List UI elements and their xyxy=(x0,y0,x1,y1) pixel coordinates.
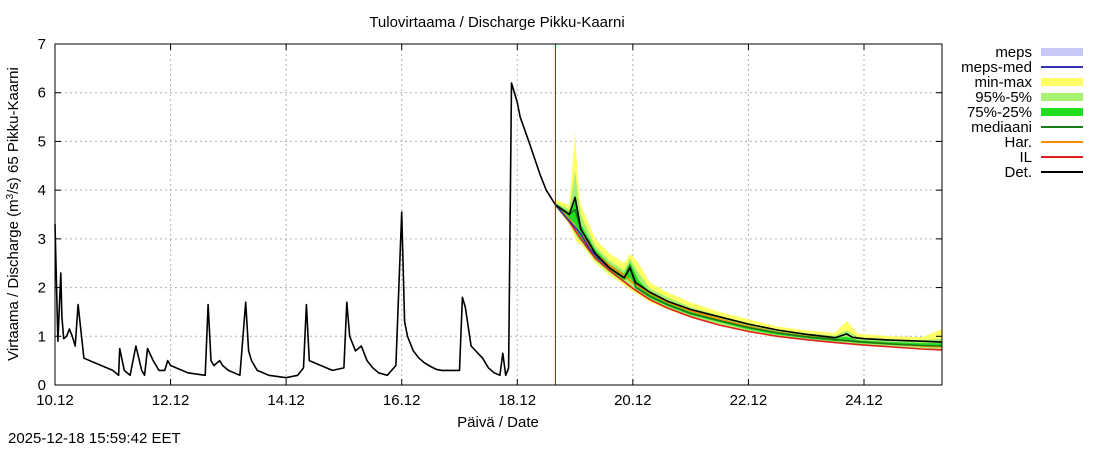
plot-frame xyxy=(54,43,943,386)
timestamp: 2025-12-18 15:59:42 EET xyxy=(8,430,181,447)
legend-label: Har. xyxy=(1004,134,1032,151)
legend-label: meps-med xyxy=(961,59,1032,76)
legend: mepsmeps-medmin-max95%-5%75%-25%mediaani… xyxy=(961,44,1083,181)
x-tick-label: 18.12 xyxy=(499,392,537,409)
y-tick-label: 3 xyxy=(38,231,46,248)
legend-label: IL xyxy=(1019,149,1032,166)
y-tick-label: 4 xyxy=(38,182,46,199)
axes: 0 1 2 3 4 5 6 7 10.12 12.12 14.12 16.12 18.12 20.12 22… xyxy=(36,36,943,409)
legend-label: meps xyxy=(995,44,1032,61)
legend-swatch-75%-25% xyxy=(1041,108,1083,116)
y-tick-label: 6 xyxy=(38,85,46,102)
chart-title: Tulovirtaama / Discharge Pikku-Kaarni xyxy=(369,14,624,31)
x-tick-label: 22.12 xyxy=(730,392,768,409)
x-tick-label: 12.12 xyxy=(152,392,190,409)
x-tick-label: 10.12 xyxy=(36,392,74,409)
y-axis-label: Virtaama / Discharge (m3/s) 65 Pikku-Kaa… xyxy=(5,67,22,361)
x-tick-label: 24.12 xyxy=(845,392,883,409)
legend-label: Det. xyxy=(1004,164,1032,181)
series-Det. xyxy=(54,82,943,379)
band-75%-25% xyxy=(555,195,942,348)
x-tick-label: 14.12 xyxy=(267,392,305,409)
legend-swatch-min-max xyxy=(1041,78,1083,86)
y-tick-label: 7 xyxy=(38,36,46,53)
series-IL xyxy=(554,204,943,351)
x-tick-label: 20.12 xyxy=(614,392,652,409)
plot-area xyxy=(54,44,943,385)
legend-swatch-95%-5% xyxy=(1041,93,1083,101)
legend-label: 75%-25% xyxy=(967,104,1032,121)
y-tick-label: 0 xyxy=(38,377,46,394)
legend-label: mediaani xyxy=(971,119,1032,136)
legend-label: min-max xyxy=(974,74,1032,91)
x-axis-label: Päivä / Date xyxy=(457,414,539,431)
legend-swatch-meps xyxy=(1041,48,1083,56)
legend-label: 95%-5% xyxy=(975,89,1032,106)
x-tick-label: 16.12 xyxy=(383,392,421,409)
y-tick-label: 5 xyxy=(38,133,46,150)
y-tick-label: 2 xyxy=(38,280,46,297)
y-tick-label: 1 xyxy=(38,328,46,345)
series-meps-med xyxy=(554,204,611,269)
